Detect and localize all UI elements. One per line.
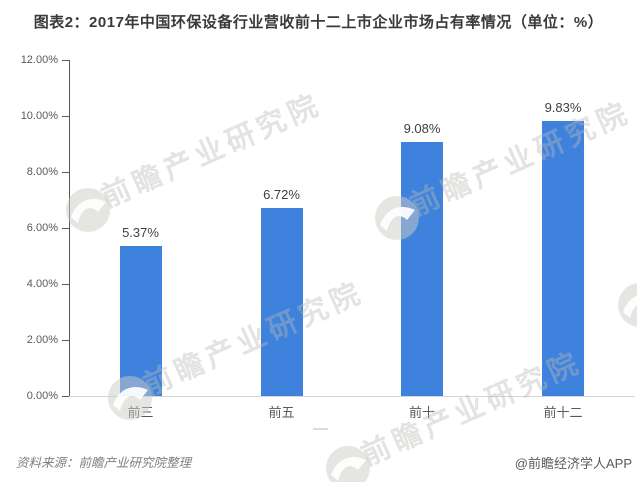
x-tick-label: 前十 — [408, 405, 435, 420]
y-tick-mark — [62, 60, 69, 61]
y-tick-label: 8.00% — [26, 166, 58, 178]
bar-4 — [542, 120, 584, 396]
bar-3 — [401, 141, 443, 396]
bar-value-label: 9.08% — [403, 120, 441, 136]
x-tick-label: 前三 — [127, 405, 154, 420]
y-tick-mark — [62, 340, 69, 341]
value-axis-line — [69, 60, 70, 397]
x-tick-label: 前十二 — [543, 405, 583, 420]
y-tick-label: 4.00% — [26, 278, 58, 290]
y-tick-mark — [62, 396, 69, 397]
y-tick-mark — [62, 172, 69, 173]
bar-value-label: 5.37% — [122, 224, 159, 240]
x-tick-label: 前五 — [268, 405, 295, 420]
qianzhan-eye-logo-icon — [617, 282, 637, 333]
y-tick-label: 2.00% — [26, 334, 58, 346]
y-tick-mark — [62, 284, 69, 285]
watermark-text: 前瞻产业研究院 — [138, 276, 370, 403]
y-tick-mark — [62, 116, 69, 117]
bar-value-label: 6.72% — [263, 186, 300, 202]
y-tick-mark — [62, 228, 69, 229]
qianzhan-eye-logo-icon — [325, 445, 371, 482]
qianzhan-eye-logo-icon — [65, 187, 111, 238]
y-tick-label: 6.00% — [26, 222, 58, 234]
y-tick-label: 0.00% — [26, 390, 58, 402]
credit-line: @前瞻经济学人APP — [514, 456, 632, 471]
bar-value-label: 9.83% — [544, 99, 582, 115]
bar-2 — [260, 207, 303, 396]
chart-title: 图表2：2017年中国环保设备行业营收前十二上市企业市场占有率情况（单位：%） — [33, 14, 604, 31]
bar-1 — [119, 245, 162, 396]
y-tick-label: 12.00% — [20, 54, 58, 66]
source-note: 资料来源：前瞻产业研究院整理 — [16, 456, 192, 470]
y-tick-label: 10.00% — [20, 110, 58, 122]
legend-placeholder-dash — [313, 428, 328, 430]
category-axis-line — [69, 396, 635, 397]
